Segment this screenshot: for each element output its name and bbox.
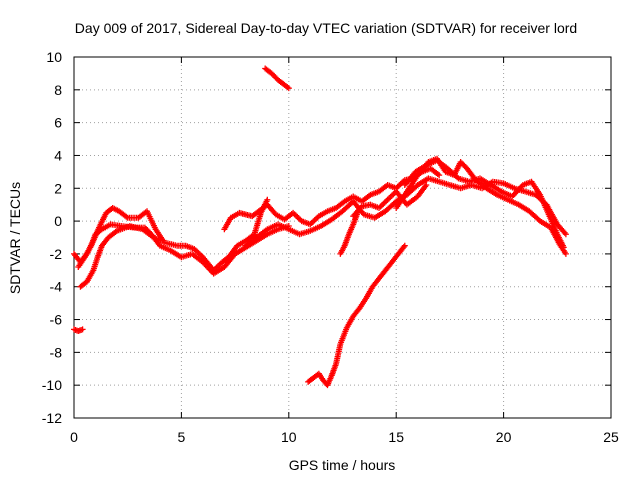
y-tick-labels: 10 8 6 4 2 0 -2 -4 -6 -8 -10 -12: [42, 49, 62, 426]
y-tick-label: 10: [46, 49, 62, 65]
y-tick-label: 8: [54, 82, 62, 98]
x-axis-label: GPS time / hours: [289, 457, 396, 473]
data-point: [454, 174, 461, 181]
y-tick-label: 2: [54, 180, 62, 196]
data-point: [560, 244, 567, 251]
chart-title: Day 009 of 2017, Sidereal Day-to-day VTE…: [75, 20, 577, 36]
x-tick-label: 20: [496, 429, 512, 445]
data-marks: [71, 65, 569, 389]
series-track-7: [401, 157, 567, 251]
plot-frame: [73, 56, 612, 419]
y-tick-label: -4: [50, 279, 63, 295]
series-track-10: [305, 242, 408, 389]
y-tick-label: -10: [42, 377, 62, 393]
data-point: [562, 250, 569, 257]
series-track-8: [350, 181, 430, 220]
series-track-12: [71, 326, 86, 335]
series-track-11: [262, 65, 292, 92]
x-tick-label: 0: [70, 429, 78, 445]
data-point: [354, 209, 361, 216]
y-axis-label: SDTVAR / TECUs: [7, 182, 23, 294]
series-track-4: [221, 165, 443, 233]
y-tick-label: 0: [54, 213, 62, 229]
data-point: [436, 172, 443, 179]
data-point: [97, 227, 104, 234]
series-track-9: [337, 209, 361, 257]
data-point: [285, 85, 292, 92]
data-point: [423, 181, 430, 188]
data-point: [562, 231, 569, 238]
series-track-2: [75, 221, 292, 277]
x-tick-labels: 0 5 10 15 20 25: [70, 429, 619, 445]
series-track-1: [71, 196, 271, 274]
y-tick-label: 6: [54, 115, 62, 131]
x-tick-label: 15: [388, 429, 404, 445]
x-tick-label: 10: [281, 429, 297, 445]
x-tick-label: 25: [603, 429, 619, 445]
x-tick-label: 5: [178, 429, 186, 445]
data-point: [159, 237, 166, 244]
data-point: [79, 326, 86, 333]
y-tick-label: -2: [50, 246, 63, 262]
data-point: [401, 242, 408, 249]
series-track-3: [77, 223, 166, 290]
y-tick-label: -6: [50, 312, 63, 328]
y-tick-label: -12: [42, 410, 62, 426]
y-tick-label: -8: [50, 344, 63, 360]
y-tick-label: 4: [54, 147, 62, 163]
